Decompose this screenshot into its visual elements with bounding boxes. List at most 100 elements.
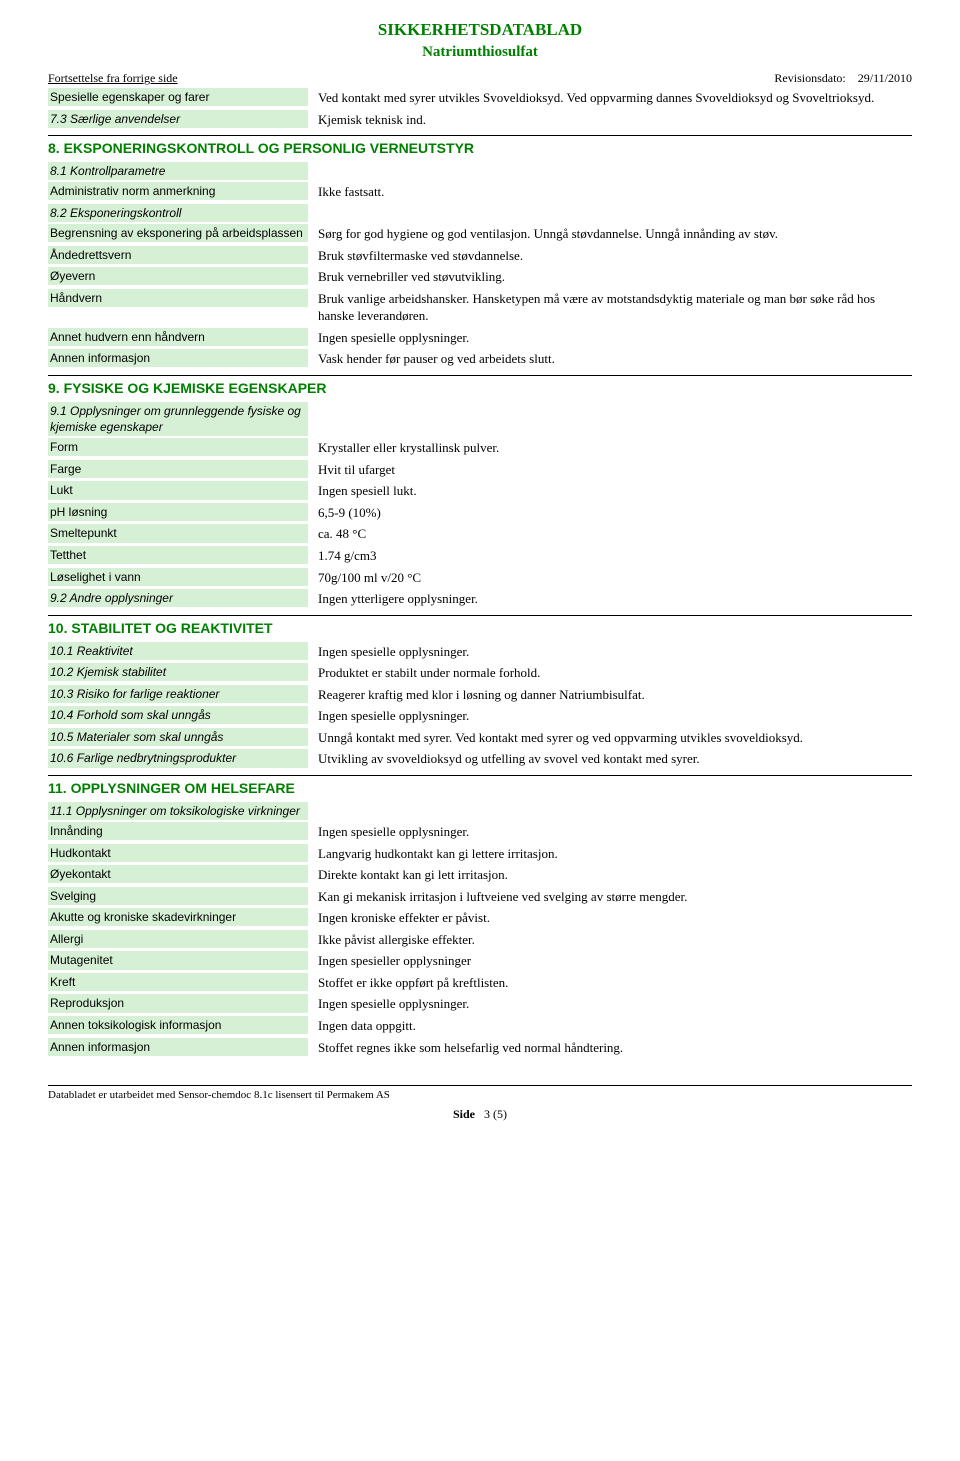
property-value: Hvit til ufarget xyxy=(308,460,912,480)
property-row: 10.6 Farlige nedbrytningsprodukterUtvikl… xyxy=(48,749,912,769)
page-number: Side 3 (5) xyxy=(48,1107,912,1122)
section-heading: 9. FYSISKE OG KJEMISKE EGENSKAPER xyxy=(48,380,912,396)
property-row: Annen informasjonVask hender før pauser … xyxy=(48,349,912,369)
property-label: Mutagenitet xyxy=(48,951,308,969)
property-row: Smeltepunktca. 48 °C xyxy=(48,524,912,544)
product-name: Natriumthiosulfat xyxy=(48,44,912,61)
property-value xyxy=(308,162,912,164)
property-value: Kjemisk teknisk ind. xyxy=(308,110,912,130)
page-label: Side xyxy=(453,1107,475,1121)
section-divider xyxy=(48,775,912,776)
property-value: 1.74 g/cm3 xyxy=(308,546,912,566)
page-value: 3 (5) xyxy=(484,1107,507,1121)
property-value: Ingen spesielle opplysninger. xyxy=(308,642,912,662)
property-row: KreftStoffet er ikke oppført på kreftlis… xyxy=(48,973,912,993)
property-label: 10.5 Materialer som skal unngås xyxy=(48,728,308,746)
property-label: Annet hudvern enn håndvern xyxy=(48,328,308,346)
property-row: 10.3 Risiko for farlige reaktionerReager… xyxy=(48,685,912,705)
property-label: 9.2 Andre opplysninger xyxy=(48,589,308,607)
footer-divider xyxy=(48,1085,912,1086)
property-value xyxy=(308,204,912,206)
property-label: Allergi xyxy=(48,930,308,948)
property-row: ReproduksjonIngen spesielle opplysninger… xyxy=(48,994,912,1014)
property-value: Ingen ytterligere opplysninger. xyxy=(308,589,912,609)
property-row: 9.2 Andre opplysningerIngen ytterligere … xyxy=(48,589,912,609)
property-row: Spesielle egenskaper og farerVed kontakt… xyxy=(48,88,912,108)
property-label: pH løsning xyxy=(48,503,308,521)
property-label: Kreft xyxy=(48,973,308,991)
property-label: 10.1 Reaktivitet xyxy=(48,642,308,660)
property-label: Akutte og kroniske skadevirkninger xyxy=(48,908,308,926)
property-value xyxy=(308,402,912,404)
property-label: Åndedrettsvern xyxy=(48,246,308,264)
property-value: Stoffet regnes ikke som helsefarlig ved … xyxy=(308,1038,912,1058)
revision-block: Revisionsdato: 29/11/2010 xyxy=(774,71,912,86)
property-value: Unngå kontakt med syrer. Ved kontakt med… xyxy=(308,728,912,748)
continuation-text: Fortsettelse fra forrige side xyxy=(48,71,178,86)
property-label: Annen informasjon xyxy=(48,349,308,367)
doc-title: SIKKERHETSDATABLAD xyxy=(48,20,912,40)
property-row: AllergiIkke påvist allergiske effekter. xyxy=(48,930,912,950)
section-heading: 8. EKSPONERINGSKONTROLL OG PERSONLIG VER… xyxy=(48,140,912,156)
property-label: 8.1 Kontrollparametre xyxy=(48,162,308,180)
property-value: Ved kontakt med syrer utvikles Svoveldio… xyxy=(308,88,912,108)
property-label: Løselighet i vann xyxy=(48,568,308,586)
property-label: 7.3 Særlige anvendelser xyxy=(48,110,308,128)
intro-rows: Spesielle egenskaper og farerVed kontakt… xyxy=(48,88,912,129)
property-row: LuktIngen spesiell lukt. xyxy=(48,481,912,501)
property-value: Ingen spesielle opplysninger. xyxy=(308,706,912,726)
property-row: ØyevernBruk vernebriller ved støvutvikli… xyxy=(48,267,912,287)
section-divider xyxy=(48,135,912,136)
property-value: Reagerer kraftig med klor i løsning og d… xyxy=(308,685,912,705)
header-meta-row: Fortsettelse fra forrige side Revisionsd… xyxy=(48,71,912,86)
property-row: 9.1 Opplysninger om grunnleggende fysisk… xyxy=(48,402,912,436)
property-value: ca. 48 °C xyxy=(308,524,912,544)
property-row: SvelgingKan gi mekanisk irritasjon i luf… xyxy=(48,887,912,907)
property-label: 10.6 Farlige nedbrytningsprodukter xyxy=(48,749,308,767)
property-row: Annen toksikologisk informasjonIngen dat… xyxy=(48,1016,912,1036)
sections: 8. EKSPONERINGSKONTROLL OG PERSONLIG VER… xyxy=(48,135,912,1057)
property-label: Reproduksjon xyxy=(48,994,308,1012)
property-label: Øyevern xyxy=(48,267,308,285)
section-divider xyxy=(48,375,912,376)
property-label: Annen toksikologisk informasjon xyxy=(48,1016,308,1034)
property-label: Form xyxy=(48,438,308,456)
footer-text: Databladet er utarbeidet med Sensor-chem… xyxy=(48,1089,912,1101)
property-row: 8.1 Kontrollparametre xyxy=(48,162,912,180)
property-row: Begrensning av eksponering på arbeidspla… xyxy=(48,224,912,244)
property-value: Ingen kroniske effekter er påvist. xyxy=(308,908,912,928)
property-label: Spesielle egenskaper og farer xyxy=(48,88,308,106)
property-row: 7.3 Særlige anvendelserKjemisk teknisk i… xyxy=(48,110,912,130)
property-value: Vask hender før pauser og ved arbeidets … xyxy=(308,349,912,369)
property-row: pH løsning6,5-9 (10%) xyxy=(48,503,912,523)
property-value: Ingen spesieller opplysninger xyxy=(308,951,912,971)
property-row: ØyekontaktDirekte kontakt kan gi lett ir… xyxy=(48,865,912,885)
property-label: Begrensning av eksponering på arbeidspla… xyxy=(48,224,308,242)
property-label: 9.1 Opplysninger om grunnleggende fysisk… xyxy=(48,402,308,436)
property-label: Farge xyxy=(48,460,308,478)
property-label: 8.2 Eksponeringskontroll xyxy=(48,204,308,222)
property-row: Tetthet1.74 g/cm3 xyxy=(48,546,912,566)
property-row: 8.2 Eksponeringskontroll xyxy=(48,204,912,222)
property-value: Kan gi mekanisk irritasjon i luftveiene … xyxy=(308,887,912,907)
property-value: Ikke påvist allergiske effekter. xyxy=(308,930,912,950)
property-value: 70g/100 ml v/20 °C xyxy=(308,568,912,588)
property-value: Bruk støvfiltermaske ved støvdannelse. xyxy=(308,246,912,266)
property-label: Tetthet xyxy=(48,546,308,564)
property-row: 10.5 Materialer som skal unngåsUnngå kon… xyxy=(48,728,912,748)
property-label: Annen informasjon xyxy=(48,1038,308,1056)
property-row: InnåndingIngen spesielle opplysninger. xyxy=(48,822,912,842)
property-value: Ingen data oppgitt. xyxy=(308,1016,912,1036)
revision-label: Revisionsdato: xyxy=(774,71,845,85)
section-heading: 11. OPPLYSNINGER OM HELSEFARE xyxy=(48,780,912,796)
property-value xyxy=(308,802,912,804)
property-label: 10.3 Risiko for farlige reaktioner xyxy=(48,685,308,703)
property-row: 10.1 ReaktivitetIngen spesielle opplysni… xyxy=(48,642,912,662)
section-divider xyxy=(48,615,912,616)
property-value: Bruk vanlige arbeidshansker. Hansketypen… xyxy=(308,289,912,326)
property-label: Smeltepunkt xyxy=(48,524,308,542)
property-value: 6,5-9 (10%) xyxy=(308,503,912,523)
property-value: Ingen spesielle opplysninger. xyxy=(308,994,912,1014)
property-label: 11.1 Opplysninger om toksikologiske virk… xyxy=(48,802,308,820)
property-row: Annen informasjonStoffet regnes ikke som… xyxy=(48,1038,912,1058)
